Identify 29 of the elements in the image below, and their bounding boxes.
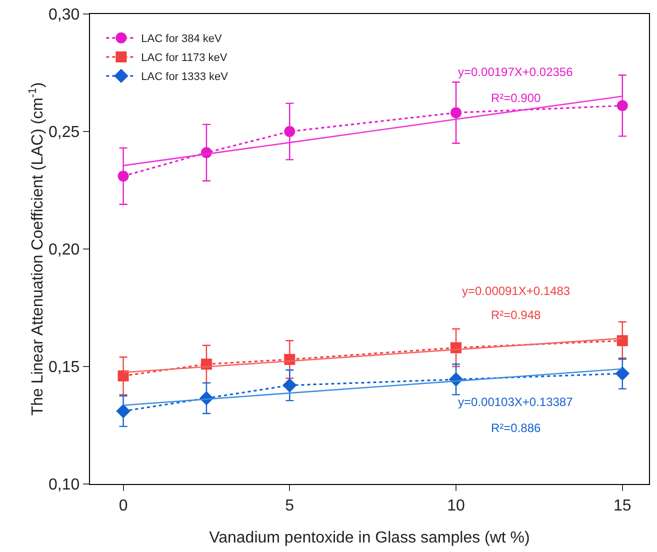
- point: [118, 370, 129, 382]
- point: [616, 100, 628, 112]
- x-tick-label: 5: [285, 497, 294, 514]
- point: [615, 366, 630, 381]
- y-tick-label: 0,10: [48, 476, 80, 494]
- point: [282, 378, 297, 392]
- point: [284, 126, 296, 137]
- y-tick-label: 0,30: [48, 6, 80, 24]
- annotation: y=0.00197X+0.02356: [458, 65, 574, 79]
- legend-label: LAC for 1173 keV: [141, 52, 228, 64]
- y-tick-label: 0,25: [48, 124, 80, 142]
- point: [616, 335, 628, 346]
- line-series: [122, 96, 624, 166]
- annotation: y=0.00103X+0.13387: [458, 395, 574, 409]
- annotation: R²=0.900: [491, 91, 542, 105]
- x-axis-title: Vanadium pentoxide in Glass samples (wt %): [209, 529, 530, 546]
- point: [450, 107, 462, 118]
- x-tick-label: 15: [613, 497, 632, 514]
- annotation: R²=0.886: [491, 421, 542, 435]
- point: [118, 170, 129, 182]
- x-tick-label: 10: [447, 497, 466, 514]
- y-tick-label: 0,15: [48, 359, 80, 376]
- legend-label: LAC for 1333 keV: [141, 71, 229, 84]
- x-tick-label: 0: [118, 497, 128, 514]
- point: [116, 404, 130, 418]
- annotation: y=0.00091X+0.1483: [462, 284, 570, 298]
- annotation: R²=0.948: [491, 308, 542, 322]
- y-tick-label: 0,20: [48, 242, 80, 259]
- legend-label: LAC for 384 keV: [141, 33, 223, 46]
